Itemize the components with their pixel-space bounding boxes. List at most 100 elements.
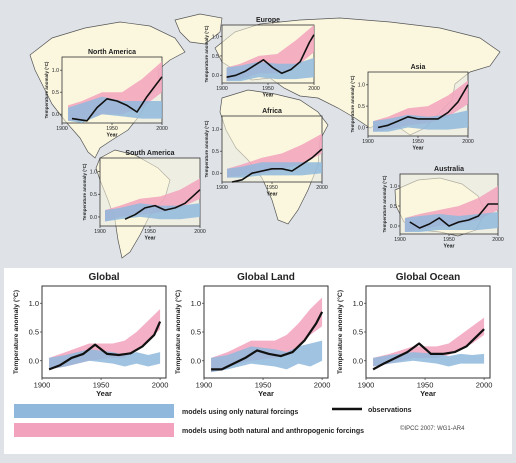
europe-y-tick-0.0: 0.0 [212, 73, 219, 79]
ipcc-credit: ©IPCC 2007: WG1-AR4 [400, 425, 465, 432]
africa-x-tick-2000: 2000 [316, 185, 328, 191]
charts-layer: 1900 1950 2000 0.0 0.5 1.0 North America Year Te… [12, 17, 504, 398]
africa-chart: 1900 1950 2000 0.0 0.5 1.0 Africa Year Temperatu… [204, 108, 328, 197]
global-y-tick-1.0: 1.0 [29, 299, 39, 308]
global-x-tick-1950: 1950 [93, 381, 110, 390]
europe-observations-line [226, 34, 315, 78]
australia-chart: 1900 1950 2000 0.0 0.5 1.0 Australia Year Temper… [382, 166, 504, 249]
south-america-x-label: Year [145, 235, 156, 241]
global-observations-line [48, 321, 162, 371]
australia-x-tick-1950: 1950 [443, 237, 455, 243]
global-ocean-x-tick-1950: 1950 [417, 381, 434, 390]
global-land-observations-line [211, 311, 324, 371]
south-america-y-tick-0.5: 0.5 [90, 192, 97, 198]
north-america-y-tick-0.5: 0.5 [52, 90, 59, 96]
global-x-tick-2000: 2000 [152, 381, 169, 390]
north-america-x-tick-1900: 1900 [56, 126, 68, 132]
north-america-title: North America [88, 49, 136, 56]
legend-natural-swatch [14, 404, 174, 418]
asia-x-tick-2000: 2000 [462, 139, 474, 145]
global-title: Global [88, 272, 119, 283]
asia-y-tick-0.5: 0.5 [358, 104, 365, 110]
europe-title: Europe [256, 17, 280, 24]
global-ocean-title: Global Ocean [396, 272, 460, 283]
europe-x-tick-1900: 1900 [216, 86, 228, 92]
europe-chart: 1900 1950 2000 0.0 0.5 1.0 Europe Year Temperatu… [204, 17, 320, 98]
africa-title: Africa [262, 108, 282, 115]
north-america-x-tick-2000: 2000 [156, 126, 168, 132]
north-america-natural-band [68, 96, 162, 123]
global-ocean-x-label: Year [420, 389, 436, 398]
north-america-chart: 1900 1950 2000 0.0 0.5 1.0 North America Year Te… [44, 49, 168, 138]
global-land-x-label: Year [258, 389, 274, 398]
global-ocean-y-tick-0.0: 0.0 [353, 356, 363, 365]
asia-y-tick-1.0: 1.0 [358, 83, 365, 89]
asia-x-tick-1950: 1950 [412, 139, 424, 145]
north-america-y-tick-1.0: 1.0 [52, 68, 59, 74]
africa-y-tick-0.5: 0.5 [212, 149, 219, 155]
legend-both-swatch [14, 423, 174, 437]
global-land-y-tick-0.5: 0.5 [191, 328, 201, 337]
australia-y-label: Temperature anomaly (°C) [382, 175, 387, 232]
europe-y-label: Temperature anomaly (°C) [204, 25, 209, 82]
asia-title: Asia [411, 64, 426, 71]
south-america-x-tick-1900: 1900 [94, 229, 106, 235]
greenland-land [174, 13, 223, 45]
australia-title: Australia [434, 166, 464, 173]
global-natural-band [49, 349, 161, 370]
australia-x-tick-1900: 1900 [394, 237, 406, 243]
australia-x-label: Year [444, 243, 455, 249]
global-x-label: Year [96, 389, 112, 398]
global-ocean-y-tick-0.5: 0.5 [353, 328, 363, 337]
north-america-y-tick-0.0: 0.0 [52, 112, 59, 118]
global-land-x-tick-2000: 2000 [314, 381, 331, 390]
north-america-x-tick-1950: 1950 [106, 126, 118, 132]
global-ocean-y-tick-1.0: 1.0 [353, 299, 363, 308]
north-america-x-label: Year [107, 132, 118, 138]
global-land-x-tick-1900: 1900 [196, 381, 213, 390]
global-ocean-x-tick-1900: 1900 [358, 381, 375, 390]
global-land-y-tick-1.0: 1.0 [191, 299, 201, 308]
asia-observations-line [377, 84, 469, 129]
global-land-chart: 1900 1950 2000 0.0 0.5 1.0 Global Land Year Temp… [174, 272, 330, 398]
asia-x-tick-1900: 1900 [362, 139, 374, 145]
europe-x-tick-2000: 2000 [308, 86, 320, 92]
south-america-observations-line [124, 189, 201, 220]
global-ocean-x-tick-2000: 2000 [476, 381, 493, 390]
north-america-observations-line [71, 76, 163, 122]
australia-y-tick-0.5: 0.5 [390, 204, 397, 210]
australia-observations-line [409, 203, 498, 229]
europe-x-tick-1950: 1950 [262, 86, 274, 92]
africa-y-tick-1.0: 1.0 [212, 127, 219, 133]
south-america-title: South America [125, 150, 174, 157]
legend-natural-label: models using only natural forcings [182, 409, 298, 416]
legend-both-label: models using both natural and anthropoge… [182, 428, 364, 435]
global-ocean-observations-line [372, 328, 485, 371]
africa-x-tick-1950: 1950 [266, 185, 278, 191]
australia-y-tick-0.0: 0.0 [390, 224, 397, 230]
asia-y-label: Temperature anomaly (°C) [350, 75, 355, 132]
global-land-title: Global Land [237, 272, 295, 283]
global-ocean-y-label: Temperature anomaly (°C) [336, 290, 344, 374]
europe-y-tick-1.0: 1.0 [212, 34, 219, 40]
global-y-tick-0.5: 0.5 [29, 328, 39, 337]
south-america-x-tick-1950: 1950 [144, 229, 156, 235]
south-america-y-tick-1.0: 1.0 [90, 169, 97, 175]
global-y-tick-0.0: 0.0 [29, 356, 39, 365]
asia-y-tick-0.0: 0.0 [358, 125, 365, 131]
africa-y-tick-0.0: 0.0 [212, 171, 219, 177]
legend-observations-label: observations [368, 407, 412, 414]
europe-y-tick-0.5: 0.5 [212, 54, 219, 60]
global-ocean-chart: 1900 1950 2000 0.0 0.5 1.0 Global Ocean Year Tem… [336, 272, 492, 398]
global-y-label: Temperature anomaly (°C) [12, 290, 20, 374]
south-america-x-tick-2000: 2000 [194, 229, 206, 235]
south-america-y-label: Temperature anomaly (°C) [82, 163, 87, 220]
australia-y-tick-1.0: 1.0 [390, 184, 397, 190]
global-land-y-label: Temperature anomaly (°C) [174, 290, 182, 374]
global-chart: 1900 1950 2000 0.0 0.5 1.0 Global Year Temperatu… [12, 272, 168, 398]
europe-x-label: Year [263, 92, 274, 98]
australia-x-tick-2000: 2000 [492, 237, 504, 243]
asia-x-label: Year [413, 145, 424, 151]
